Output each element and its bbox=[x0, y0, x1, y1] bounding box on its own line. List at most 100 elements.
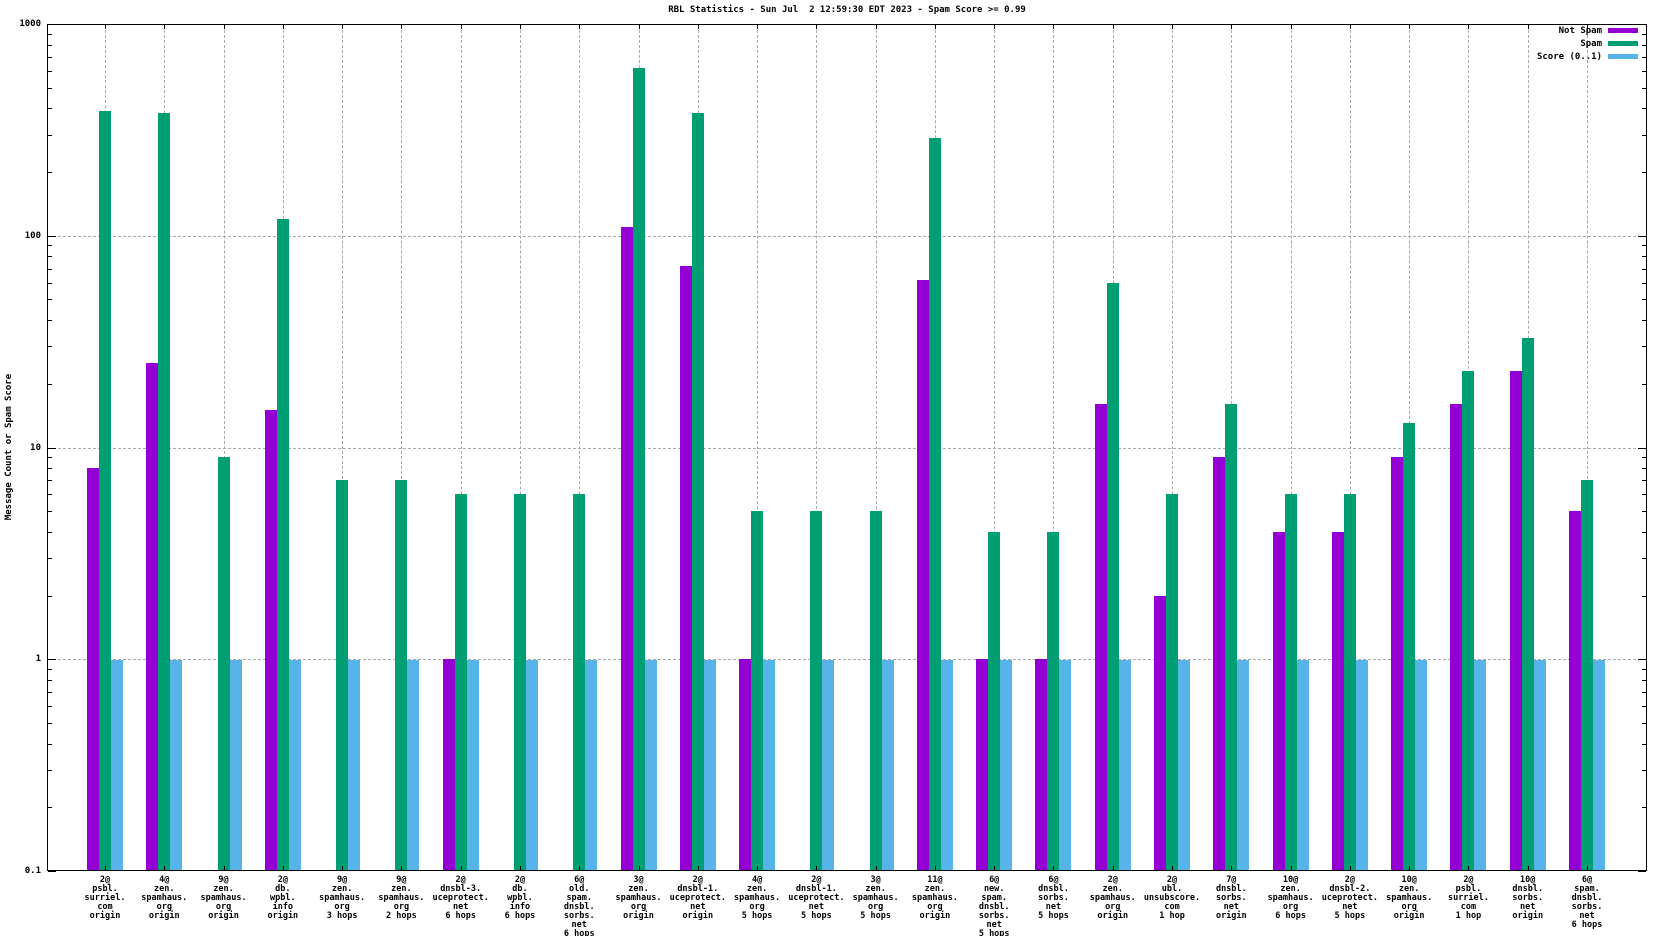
legend-swatch-score bbox=[1608, 54, 1638, 59]
y-tick-left bbox=[48, 268, 52, 270]
x-tick-bottom-18 bbox=[1112, 866, 1114, 870]
x-tick-top-25 bbox=[1527, 25, 1529, 29]
x-tick-bottom-1 bbox=[105, 866, 106, 870]
y-tick-right bbox=[1642, 299, 1646, 301]
y-tick-left bbox=[48, 531, 52, 533]
x-tick-bottom-13 bbox=[816, 866, 818, 870]
y-axis-label: Message Count or Spam Score bbox=[4, 373, 14, 521]
y-tick-right bbox=[1638, 871, 1646, 872]
gridline-x-5 bbox=[342, 25, 344, 870]
x-tick-label-1: 2@ psbl. surriel. com origin bbox=[84, 875, 126, 921]
x-tick-label-6: 9@ zen. spamhaus. org 2 hops bbox=[378, 875, 425, 921]
y-tick-left bbox=[48, 468, 52, 470]
x-tick-label-7: 2@ dnsbl-3. uceprotect. net 6 hops bbox=[432, 875, 489, 921]
x-tick-top-12 bbox=[757, 25, 759, 29]
y-tick-label-100: 100 bbox=[24, 230, 41, 241]
x-tick-top-8 bbox=[519, 25, 521, 29]
bar-spam-23 bbox=[1403, 423, 1416, 871]
y-tick-right bbox=[1642, 44, 1646, 46]
y-tick-left bbox=[48, 134, 52, 136]
gridline-y-1 bbox=[48, 659, 1646, 661]
bar-score-14 bbox=[881, 660, 894, 871]
legend-swatch-spam bbox=[1608, 41, 1638, 46]
x-tick-top-21 bbox=[1290, 25, 1292, 29]
x-tick-top-2 bbox=[164, 25, 166, 29]
bar-not-spam-7 bbox=[442, 659, 455, 871]
x-tick-label-5: 9@ zen. spamhaus. org 3 hops bbox=[319, 875, 366, 921]
x-tick-label-4: 2@ db. wpbl. info origin bbox=[267, 875, 299, 921]
x-tick-bottom-10 bbox=[638, 866, 640, 870]
x-tick-bottom-26 bbox=[1587, 866, 1588, 870]
y-tick-left bbox=[48, 722, 52, 724]
bar-spam-13 bbox=[810, 511, 823, 871]
y-tick-left bbox=[48, 56, 52, 58]
x-tick-bottom-16 bbox=[994, 866, 996, 870]
bar-not-spam-15 bbox=[916, 279, 929, 871]
bar-score-12 bbox=[763, 660, 776, 871]
y-tick-right bbox=[1642, 172, 1646, 173]
gridline-x-6 bbox=[401, 25, 403, 870]
bar-score-9 bbox=[585, 660, 598, 871]
y-tick-left bbox=[48, 320, 52, 321]
gridline-x-9 bbox=[579, 25, 581, 870]
x-tick-bottom-20 bbox=[1231, 866, 1233, 870]
x-tick-label-2: 4@ zen. spamhaus. org origin bbox=[141, 875, 188, 921]
x-tick-bottom-2 bbox=[164, 866, 166, 870]
x-tick-bottom-4 bbox=[282, 866, 284, 870]
bar-not-spam-11 bbox=[679, 265, 692, 871]
bar-spam-24 bbox=[1462, 370, 1475, 871]
bar-score-17 bbox=[1059, 660, 1072, 871]
bar-spam-3 bbox=[217, 457, 230, 871]
x-tick-top-4 bbox=[282, 25, 284, 29]
bar-spam-22 bbox=[1343, 494, 1356, 871]
bar-score-7 bbox=[466, 660, 479, 871]
bar-score-4 bbox=[288, 660, 301, 871]
x-tick-top-10 bbox=[638, 25, 640, 29]
x-tick-label-14: 3@ zen. spamhaus. org 5 hops bbox=[852, 875, 899, 921]
bar-score-25 bbox=[1533, 660, 1546, 871]
y-tick-right bbox=[1642, 245, 1646, 247]
y-tick-left bbox=[48, 679, 52, 681]
gridline-x-13 bbox=[816, 25, 818, 870]
bar-not-spam-10 bbox=[620, 226, 633, 871]
bar-score-23 bbox=[1415, 660, 1428, 871]
bar-score-6 bbox=[407, 660, 420, 871]
x-tick-bottom-19 bbox=[1172, 866, 1174, 870]
x-tick-bottom-17 bbox=[1053, 866, 1055, 870]
bar-spam-21 bbox=[1284, 494, 1297, 871]
bar-not-spam-12 bbox=[739, 659, 752, 871]
x-tick-bottom-9 bbox=[579, 866, 581, 870]
y-tick-left bbox=[48, 24, 56, 25]
y-tick-right bbox=[1642, 468, 1646, 470]
x-tick-top-11 bbox=[697, 25, 699, 29]
y-tick-left bbox=[48, 668, 52, 670]
bar-score-22 bbox=[1355, 660, 1368, 871]
bar-spam-19 bbox=[1166, 494, 1179, 871]
bar-score-20 bbox=[1237, 660, 1250, 871]
x-tick-label-15: 11@ zen. spamhaus. org origin bbox=[911, 875, 958, 921]
y-tick-left bbox=[48, 769, 52, 771]
gridline-x-22 bbox=[1349, 25, 1351, 870]
bar-spam-4 bbox=[276, 218, 289, 871]
legend-label-spam: Spam bbox=[1580, 39, 1602, 49]
y-tick-label-10: 10 bbox=[30, 442, 41, 453]
bar-spam-1 bbox=[99, 110, 111, 871]
x-tick-label-9: 6@ old. spam. dnsbl. sorbs. net 6 hops bbox=[563, 875, 595, 936]
y-tick-right bbox=[1638, 447, 1646, 449]
x-tick-label-24: 2@ psbl. surriel. com 1 hop bbox=[1447, 875, 1489, 921]
y-tick-left bbox=[48, 245, 52, 247]
x-tick-top-3 bbox=[223, 25, 225, 29]
bar-score-11 bbox=[703, 660, 716, 871]
y-tick-left bbox=[48, 282, 52, 284]
bar-score-19 bbox=[1178, 660, 1191, 871]
y-tick-left bbox=[48, 108, 52, 110]
y-tick-left bbox=[48, 70, 52, 72]
x-tick-bottom-25 bbox=[1527, 866, 1529, 870]
y-tick-left bbox=[48, 235, 56, 237]
bar-score-2 bbox=[170, 660, 183, 871]
x-tick-bottom-21 bbox=[1290, 866, 1292, 870]
x-tick-top-15 bbox=[934, 25, 936, 29]
bar-spam-8 bbox=[513, 494, 526, 871]
bar-score-1 bbox=[111, 660, 123, 871]
x-tick-bottom-7 bbox=[460, 866, 462, 870]
